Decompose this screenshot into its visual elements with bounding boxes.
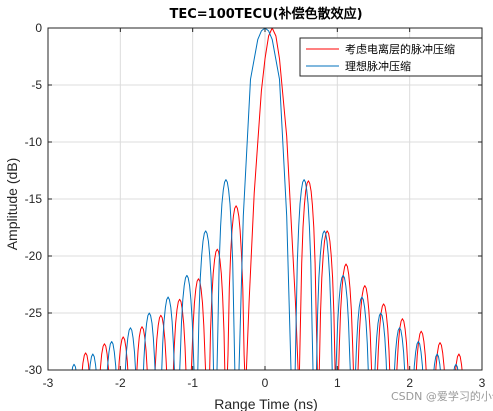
- y-tick-label: -5: [31, 78, 42, 92]
- legend: 考虑电离层的脉冲压缩 理想脉冲压缩: [299, 37, 483, 77]
- x-axis-label: Range Time (ns): [214, 396, 317, 411]
- chart-title: TEC=100TECU(补偿色散效应): [169, 6, 362, 22]
- x-tick-label: -1: [187, 376, 198, 390]
- y-tick-label: -15: [25, 192, 43, 206]
- x-tick-label: 3: [479, 376, 486, 390]
- x-tick-label: -2: [115, 376, 126, 390]
- y-tick-label: -30: [25, 363, 43, 377]
- legend-label-series-1: 考虑电离层的脉冲压缩: [345, 42, 455, 56]
- y-axis-label: Amplitude (dB): [4, 158, 20, 251]
- x-tick-label: 1: [334, 376, 341, 390]
- x-tick-label: 2: [406, 376, 413, 390]
- grid: [48, 28, 482, 370]
- watermark: CSDN @爱学习的小伟: [391, 389, 493, 403]
- y-tick-label: -25: [25, 306, 43, 320]
- y-tick-label: -20: [25, 249, 43, 263]
- legend-label-series-2: 理想脉冲压缩: [345, 59, 411, 73]
- x-tick-label: -3: [43, 376, 54, 390]
- legend-box: [299, 37, 483, 77]
- ticks: -3 -2 -1 0 1 2 30-5-10-15-20-25-30: [25, 21, 486, 390]
- y-tick-label: 0: [35, 21, 42, 35]
- x-tick-label: 0: [262, 376, 269, 390]
- y-tick-label: -10: [25, 135, 43, 149]
